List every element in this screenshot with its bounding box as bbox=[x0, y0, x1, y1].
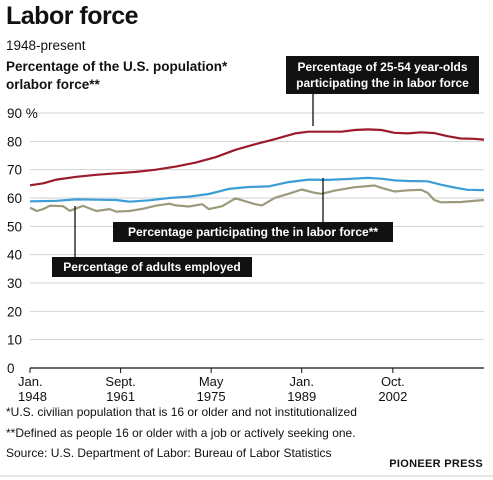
callout-box-participation bbox=[113, 222, 393, 242]
y-tick-label: 90 % bbox=[7, 106, 38, 121]
x-tick-label: Sept. bbox=[105, 374, 135, 389]
callout-label: Percentage participating the in labor fo… bbox=[128, 225, 378, 239]
y-tick-label: 20 bbox=[7, 304, 22, 319]
chart-heading-line-1: Percentage of the U.S. population* bbox=[6, 59, 228, 74]
x-tick-label: Jan. bbox=[18, 374, 43, 389]
callout-label: Percentage of 25-54 year-olds bbox=[297, 60, 467, 74]
y-tick-label: 50 bbox=[7, 219, 22, 234]
y-tick-label: 10 bbox=[7, 333, 22, 348]
x-tick-label: Jan. bbox=[289, 374, 314, 389]
y-tick-label: 80 bbox=[7, 134, 22, 149]
x-tick-label: 1948 bbox=[18, 389, 47, 404]
chart-heading-line-2: orlabor force** bbox=[6, 77, 100, 92]
callouts: Percentage of 25-54 year-olds participati… bbox=[52, 56, 479, 277]
footnote-labor-force: **Defined as people 16 or older with a j… bbox=[6, 426, 356, 440]
x-tick-label: 1975 bbox=[197, 389, 226, 404]
y-tick-label: 40 bbox=[7, 248, 22, 263]
publisher-credit: PIONEER PRESS bbox=[389, 458, 483, 470]
series-line-participation bbox=[29, 176, 485, 203]
bottom-divider bbox=[0, 475, 493, 477]
callout-label: participating the in labor force bbox=[296, 76, 469, 90]
labor-force-line-chart: 90 %80706050403020100Jan.1948Sept.1961Ma… bbox=[7, 56, 485, 404]
x-tick-label: Oct. bbox=[381, 374, 405, 389]
chart-heading: Percentage of the U.S. population* orlab… bbox=[6, 58, 296, 94]
y-tick-label: 30 bbox=[7, 276, 22, 291]
callout-box-employed bbox=[52, 257, 252, 277]
source-note: Source: U.S. Department of Labor: Bureau… bbox=[6, 446, 332, 460]
axes: 90 %80706050403020100Jan.1948Sept.1961Ma… bbox=[7, 106, 484, 404]
series-line-employed bbox=[29, 184, 485, 213]
x-tick-label: 1961 bbox=[106, 389, 135, 404]
callout-label: Percentage of adults employed bbox=[63, 260, 240, 274]
x-tick-label: 2002 bbox=[378, 389, 407, 404]
chart-subtitle: 1948-present bbox=[6, 38, 86, 53]
series-lines bbox=[29, 128, 485, 213]
y-tick-label: 60 bbox=[7, 191, 22, 206]
chart-title: Labor force bbox=[6, 2, 139, 30]
footnote-population: *U.S. civilian population that is 16 or … bbox=[6, 405, 357, 419]
series-line-prime_age bbox=[29, 128, 485, 187]
y-tick-label: 70 bbox=[7, 163, 22, 178]
x-tick-label: 1989 bbox=[287, 389, 316, 404]
y-tick-label: 0 bbox=[7, 361, 15, 376]
x-tick-label: May bbox=[199, 374, 224, 389]
callout-box-prime_age bbox=[286, 56, 479, 94]
